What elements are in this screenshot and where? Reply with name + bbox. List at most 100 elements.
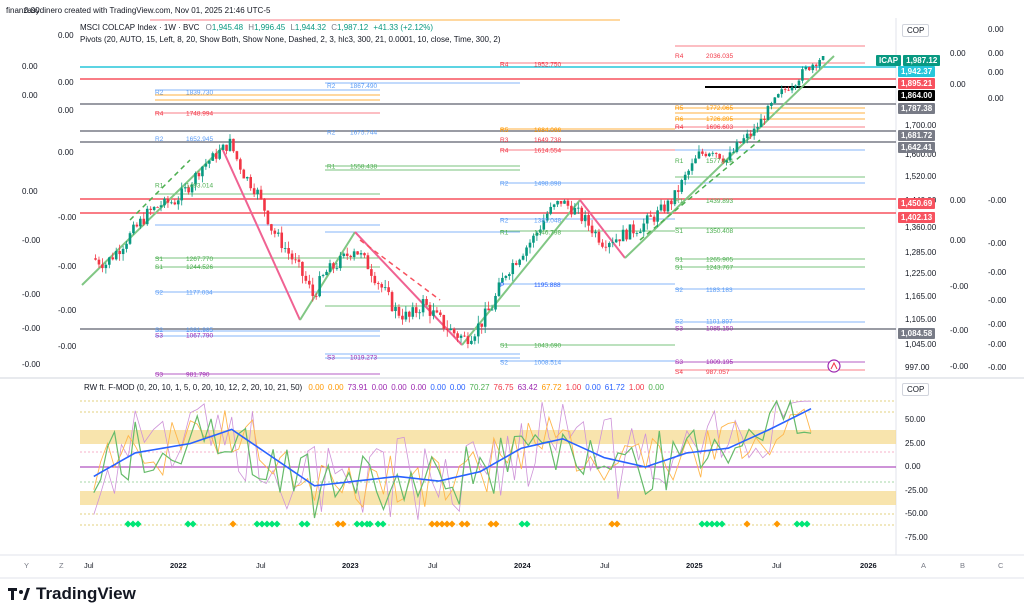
pivot-value: 1439.893 [706,198,733,205]
corner-label-a[interactable]: A [921,561,927,570]
left-indicator-value: -0.00 [58,306,77,315]
pivot-tag: R1 [675,158,684,165]
pivot-tag: R2 [155,89,164,96]
candle-body [783,89,787,91]
candle-body [818,59,821,66]
price-axis-tick: 1,360.00 [905,223,937,232]
candle-body [352,251,356,258]
left-indicator-value: 0.00 [22,62,38,71]
candle-body [345,253,349,256]
candle-body [149,208,152,210]
pivots-indicator-legend[interactable]: Pivots (20, AUTO, 15, Left, 8, 20, Show … [80,35,501,44]
oscillator-value: 67.72 [541,383,562,392]
right-indicator-value: 0.00 [950,80,966,89]
tradingview-brand[interactable]: TradingView [36,584,136,603]
candle-body [490,309,494,311]
candle-body [652,216,656,222]
signal-diamond [339,520,347,528]
candle-body [797,80,801,86]
time-axis-label: 2022 [170,561,187,570]
signal-diamond [184,520,192,528]
corner-label-z[interactable]: Z [59,561,64,570]
left-indicator-value: 0.00 [22,91,38,100]
candle-body [318,276,321,297]
pivot-tag: R1 [327,163,336,170]
candle-body [290,253,294,260]
signal-diamond [258,520,266,528]
pivot-value: 1867.490 [350,83,377,90]
candle-body [790,87,794,91]
signal-diamond [743,520,751,528]
pivot-value: 2036.035 [706,53,733,60]
signal-diamond [379,520,387,528]
price-pill-value: 1,084.58 [898,328,936,339]
left-indicator-value: 0.00 [22,187,38,196]
candle-body [339,256,342,269]
candle-body [518,259,521,265]
pivot-tag: S1 [155,256,163,263]
left-indicator-value: 0.00 [58,31,74,40]
candle-body [680,180,684,192]
candle-body [608,243,611,248]
candle-body [511,263,515,275]
signal-diamond [458,520,466,528]
corner-label-c[interactable]: C [998,561,1004,570]
candle-body [773,97,777,104]
candle-body [421,299,425,313]
candle-body [228,138,232,151]
oscillator-axis-tick: -75.00 [905,532,928,542]
candle-body [252,188,256,195]
pivot-tag: R2 [327,83,336,90]
pivot-tag: R5 [675,105,684,112]
time-axis-label: Jul [84,561,94,570]
candle-body [314,295,318,297]
candle-body [656,210,659,222]
candle-body [587,215,590,226]
candle-body [625,229,628,240]
price-axis-tick: 1,225.00 [905,269,937,278]
candle-body [628,224,632,240]
corner-label-b[interactable]: B [960,561,966,570]
left-indicator-value: 0.00 [58,78,74,87]
signal-diamond [518,520,526,528]
pivot-tag: R1 [675,198,684,205]
alert-icon[interactable] [827,359,841,373]
candle-body [549,206,552,214]
pivot-value: 1346.798 [534,229,561,236]
pivot-value: 1381.048 [534,217,561,224]
oscillator-legend[interactable]: RW ft. F-MOD (0, 20, 10, 1, 5, 0, 20, 10… [84,383,664,392]
candle-body [573,207,577,215]
candle-body [752,128,756,136]
right-indicator-value: 0.00 [988,49,1004,58]
candle-body [711,152,715,154]
signal-diamond [253,520,261,528]
pivot-tag: R5 [500,127,509,134]
oscillator-value: 0.00 [308,383,324,392]
candle-body [794,85,797,88]
pivot-tag: R4 [675,53,684,60]
candle-body [170,202,173,204]
candle-body [328,263,332,272]
ohlc-close: 1,987.12 [337,23,369,32]
symbol-title[interactable]: MSCI COLCAP Index · 1W · BVC [80,23,200,32]
oscillator-title: RW ft. F-MOD (0, 20, 10, 1, 5, 0, 20, 10… [84,383,303,392]
candle-body [676,190,680,192]
pivot-value: 1067.790 [186,333,213,340]
candle-body [787,89,790,91]
candle-body [556,200,559,205]
right-indicator-value: 0.00 [950,196,966,205]
pivot-tag: S4 [675,369,683,376]
candle-body [614,239,618,243]
candle-body [535,232,539,236]
pivot-value: 1726.895 [706,116,733,123]
corner-label-y[interactable]: Y [24,561,30,570]
candle-body [180,188,184,201]
oscillator-currency-button[interactable]: COP [902,383,930,396]
candle-body [539,229,542,233]
oscillator-value: 0.00 [449,383,466,392]
candle-body [380,284,384,288]
candle-body [332,263,335,269]
price-currency-button[interactable]: COP [902,24,930,37]
time-axis-label: Jul [600,561,610,570]
